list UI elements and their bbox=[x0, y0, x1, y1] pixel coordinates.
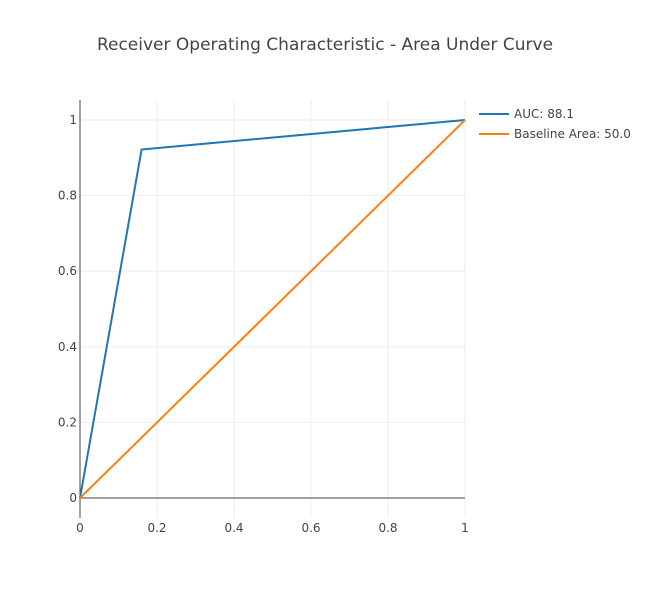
x-tick-label: 0 bbox=[76, 521, 84, 535]
x-tick-label: 1 bbox=[461, 521, 469, 535]
x-tick-label: 0.2 bbox=[147, 521, 166, 535]
y-tick-label: 0.2 bbox=[58, 415, 77, 429]
axes bbox=[79, 100, 465, 518]
y-tick-label: 0.8 bbox=[58, 189, 77, 203]
chart-title: Receiver Operating Characteristic - Area… bbox=[97, 35, 553, 55]
y-tick-label: 0.6 bbox=[58, 264, 77, 278]
tick-labels: 0 0.2 0.4 0.6 0.8 1 0 0.2 0.4 0.6 0.8 1 bbox=[58, 113, 469, 535]
series-line-0 bbox=[79, 119, 466, 499]
legend-item-0[interactable]: AUC: 88.1 bbox=[479, 107, 574, 121]
series-line-1 bbox=[79, 119, 466, 499]
y-tick-label: 1 bbox=[69, 113, 77, 127]
legend-label: AUC: 88.1 bbox=[514, 107, 574, 121]
y-tick-label: 0.4 bbox=[58, 340, 77, 354]
legend[interactable]: AUC: 88.1 Baseline Area: 50.0 bbox=[479, 107, 631, 141]
legend-item-1[interactable]: Baseline Area: 50.0 bbox=[479, 127, 631, 141]
x-tick-label: 0.6 bbox=[301, 521, 320, 535]
x-tick-label: 0.4 bbox=[224, 521, 243, 535]
legend-label: Baseline Area: 50.0 bbox=[514, 127, 631, 141]
x-tick-label: 0.8 bbox=[378, 521, 397, 535]
y-tick-label: 0 bbox=[69, 491, 77, 505]
gridlines bbox=[80, 100, 466, 518]
series-lines bbox=[79, 119, 466, 499]
